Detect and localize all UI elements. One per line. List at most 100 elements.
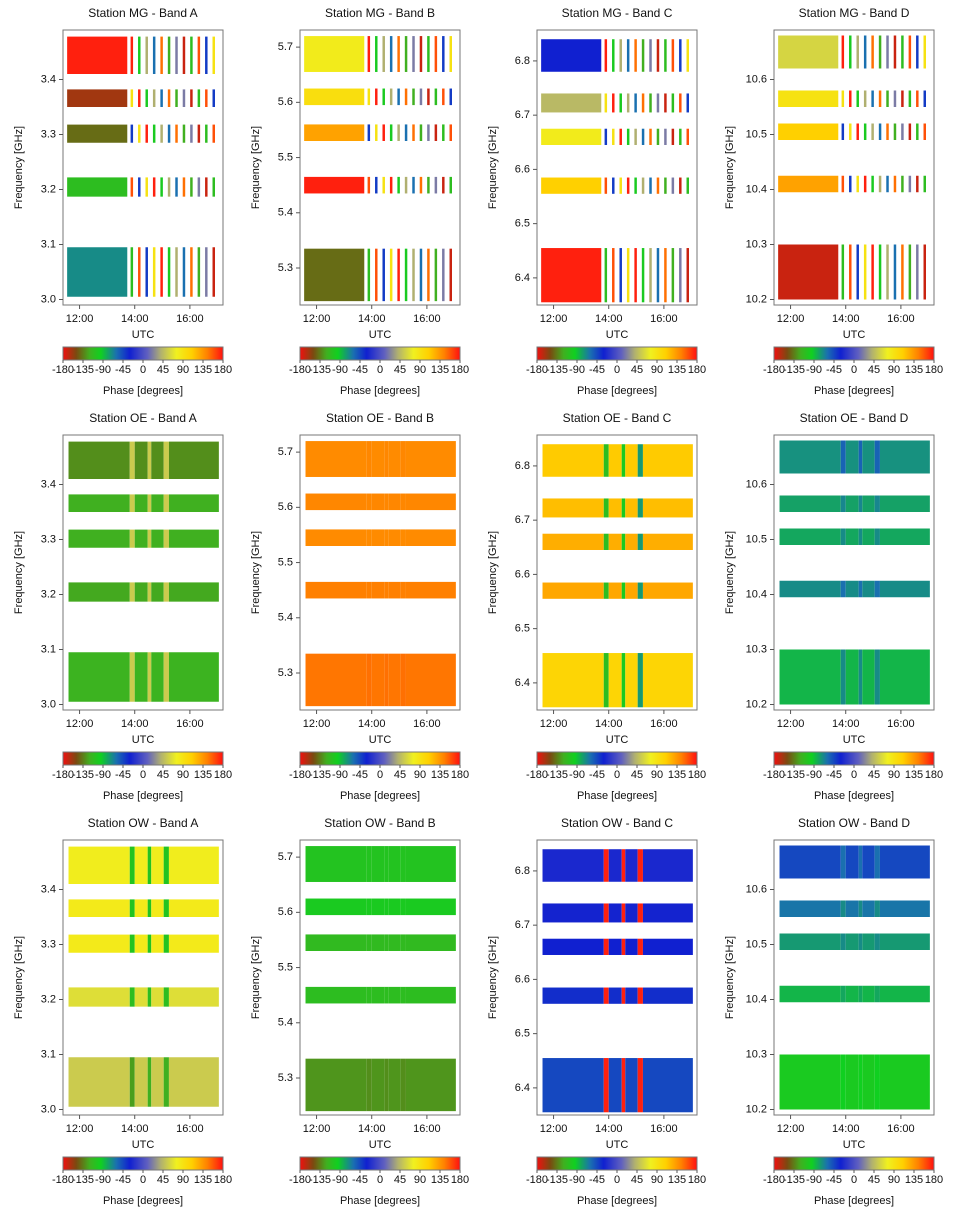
colorbar-tick-label: -180: [526, 364, 548, 376]
heatmap-cell: [840, 985, 846, 1003]
heatmap-cell: [916, 244, 919, 300]
heatmap-cell: [147, 441, 152, 479]
heatmap-cell: [434, 248, 438, 302]
x-tick-label: 16:00: [650, 718, 678, 730]
heatmap-cell: [404, 248, 408, 302]
heatmap-cell: [388, 441, 401, 477]
heatmap-cell: [908, 90, 912, 107]
heatmap-cell: [893, 175, 897, 193]
heatmap-cell: [893, 244, 897, 300]
heatmap-cell: [879, 933, 930, 950]
heatmap-cell: [129, 441, 135, 479]
heatmap-cell: [608, 1058, 622, 1113]
heatmap-cell: [134, 582, 148, 602]
heatmap-cell: [145, 247, 148, 297]
x-tick-label: 12:00: [777, 313, 805, 325]
heatmap-cell: [542, 582, 604, 599]
heatmap-cell: [304, 36, 365, 72]
plot-frame: [536, 29, 698, 306]
plot-frame: [773, 434, 935, 711]
y-tick-label: 3.1: [41, 1048, 56, 1060]
heatmap-cell: [778, 35, 839, 69]
y-tick-label: 3.4: [41, 73, 56, 85]
heatmap-cell: [190, 89, 193, 107]
colorbar: [62, 1156, 224, 1171]
colorbar-tick-label: 0: [140, 769, 146, 781]
heatmap-cell: [130, 124, 134, 143]
heatmap-cell: [863, 244, 867, 300]
heatmap-cell: [389, 124, 393, 141]
colorbar-tick-label: 90: [414, 364, 426, 376]
heatmap-cell: [197, 177, 201, 197]
heatmap-cell: [641, 177, 645, 194]
x-tick-label: 14:00: [358, 1123, 386, 1135]
y-tick-label: 3.3: [41, 938, 56, 950]
heatmap-cell: [893, 35, 897, 69]
colorbar-label: Phase [degrees]: [103, 790, 183, 802]
heatmap-cell: [679, 93, 682, 113]
heatmap-cell: [163, 652, 169, 702]
heatmap-cell: [778, 123, 839, 140]
heatmap-cell: [612, 177, 615, 194]
heatmap-cell: [449, 248, 452, 302]
y-tick-label: 6.8: [515, 865, 530, 877]
colorbar-tick-label: -180: [289, 1174, 311, 1186]
heatmap-cell: [151, 652, 164, 702]
heatmap-cell: [612, 248, 615, 303]
y-tick-label: 5.6: [278, 906, 293, 918]
heatmap-cell: [182, 36, 186, 74]
heatmap-cell: [375, 176, 378, 194]
heatmap-cell: [863, 123, 867, 140]
heatmap-cell: [621, 582, 626, 599]
heatmap-cell: [366, 493, 372, 511]
heatmap-cell: [305, 493, 367, 511]
heatmap-cell: [608, 444, 622, 477]
heatmap-cell: [604, 93, 608, 113]
heatmap-cell: [541, 248, 602, 303]
heatmap-cell: [129, 529, 135, 548]
heatmap-cell: [625, 938, 638, 955]
colorbar-tick-label: 45: [394, 1174, 406, 1186]
y-axis-label: Frequency [GHz]: [13, 126, 25, 209]
heatmap-cell: [134, 846, 148, 884]
y-axis-label: Frequency [GHz]: [487, 531, 499, 614]
heatmap-cell: [449, 36, 452, 72]
heatmap-cell: [405, 846, 456, 882]
colorbar-tick-label: -135: [309, 1174, 331, 1186]
colorbar-tick-label: 90: [651, 364, 663, 376]
heatmap-cell: [612, 128, 615, 145]
heatmap-cell: [388, 898, 401, 916]
heatmap-cell: [542, 444, 604, 477]
heatmap-cell: [405, 653, 456, 707]
heatmap-cell: [371, 898, 385, 916]
heatmap-cell: [845, 900, 859, 917]
heatmap-cell: [649, 93, 652, 113]
y-tick-label: 10.4: [746, 993, 767, 1005]
heatmap-cell: [366, 934, 372, 951]
heatmap-cell: [637, 533, 643, 550]
heatmap-cell: [542, 938, 604, 955]
heatmap-cell: [845, 649, 859, 705]
x-tick-label: 12:00: [777, 1123, 805, 1135]
colorbar-tick-label: -135: [783, 364, 805, 376]
heatmap-cell: [449, 124, 452, 141]
heatmap-cell: [608, 987, 622, 1004]
heatmap-cell: [152, 89, 156, 107]
x-axis-label: UTC: [606, 329, 629, 341]
heatmap-cell: [175, 89, 178, 107]
heatmap-cell: [400, 441, 406, 477]
heatmap-cell: [163, 441, 169, 479]
colorbar-tick-label: 45: [631, 364, 643, 376]
heatmap-cell: [129, 494, 135, 512]
heatmap-cell: [134, 1057, 148, 1107]
heatmap-cell: [612, 39, 615, 72]
heatmap-cell: [862, 933, 875, 950]
heatmap-cell: [642, 987, 693, 1004]
heatmap-cell: [840, 440, 846, 474]
heatmap-cell: [637, 903, 643, 923]
colorbar: [773, 346, 935, 361]
heatmap-cell: [205, 177, 208, 197]
heatmap-cell: [863, 90, 867, 107]
heatmap-cell: [621, 903, 626, 923]
colorbar-tick-label: 90: [888, 769, 900, 781]
